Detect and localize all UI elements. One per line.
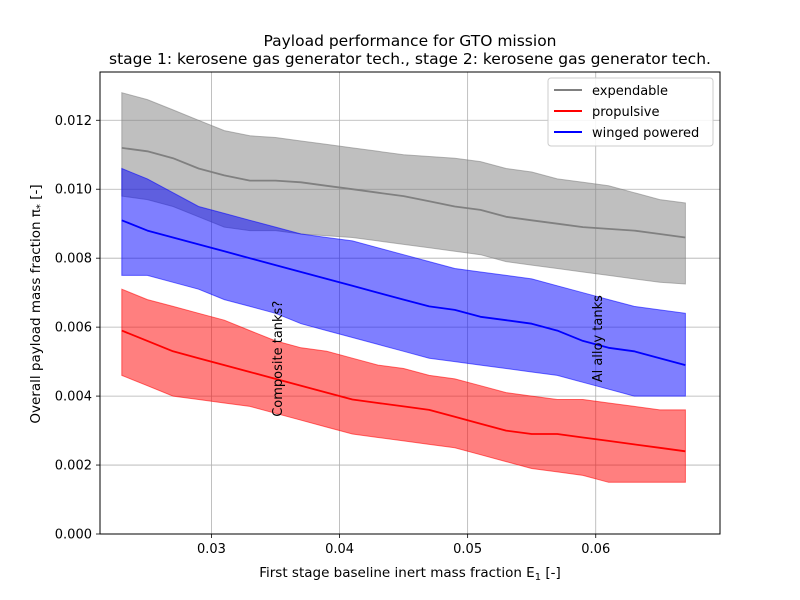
- legend-box: [547, 77, 714, 147]
- x-tick-label: 0.06: [581, 542, 610, 557]
- y-tick-label: 0.002: [55, 459, 92, 474]
- plot-frame: [99, 71, 721, 535]
- x-axis-ticks: 0.03 0.04 0.05 0.06: [197, 534, 610, 557]
- annotations: Composite tanks? Al alloy tanks: [271, 295, 606, 417]
- legend-label-expendable: expendable: [592, 84, 668, 99]
- x-axis-label-sub: 1: [535, 572, 541, 583]
- x-axis-label-main: First stage baseline inert mass fraction…: [259, 565, 535, 581]
- series-lines: [121, 147, 686, 453]
- y-axis-label-main: Overall payload mass fraction π: [28, 209, 44, 424]
- line-propulsive: [121, 329, 686, 453]
- y-tick-label: 0.012: [55, 114, 92, 129]
- x-tick-label: 0.04: [325, 542, 354, 557]
- y-axis-ticks: 0.000 0.002 0.004 0.006 0.008 0.010 0.012: [55, 114, 100, 543]
- y-tick-label: 0.004: [55, 390, 92, 405]
- y-axis-label: Overall payload mass fraction π* [-]: [28, 184, 46, 423]
- y-axis-label-unit: [-]: [28, 184, 44, 204]
- chart-subtitle: stage 1: kerosene gas generator tech., s…: [109, 50, 711, 68]
- x-tick-label: 0.05: [453, 542, 482, 557]
- annotation-al-alloy-tanks: Al alloy tanks: [591, 295, 606, 382]
- line-expendable: [121, 147, 686, 239]
- legend-label-propulsive: propulsive: [592, 105, 659, 120]
- x-axis-label-unit: [-]: [541, 565, 561, 581]
- y-axis-label-sub: *: [35, 204, 46, 209]
- line-winged-powered: [121, 219, 686, 366]
- y-tick-label: 0.010: [55, 183, 92, 198]
- legend: expendable propulsive winged powered: [547, 77, 714, 147]
- annotation-composite-tanks-: Composite tanks?: [271, 301, 286, 417]
- band-winged-powered: [121, 167, 686, 397]
- y-tick-label: 0.006: [55, 321, 92, 336]
- y-tick-label: 0.008: [55, 252, 92, 267]
- y-tick-label: 0.000: [55, 528, 92, 543]
- x-tick-label: 0.03: [197, 542, 226, 557]
- chart-title: Payload performance for GTO mission: [263, 32, 556, 50]
- x-axis-label: First stage baseline inert mass fraction…: [259, 565, 561, 583]
- legend-label-winged-powered: winged powered: [592, 126, 699, 141]
